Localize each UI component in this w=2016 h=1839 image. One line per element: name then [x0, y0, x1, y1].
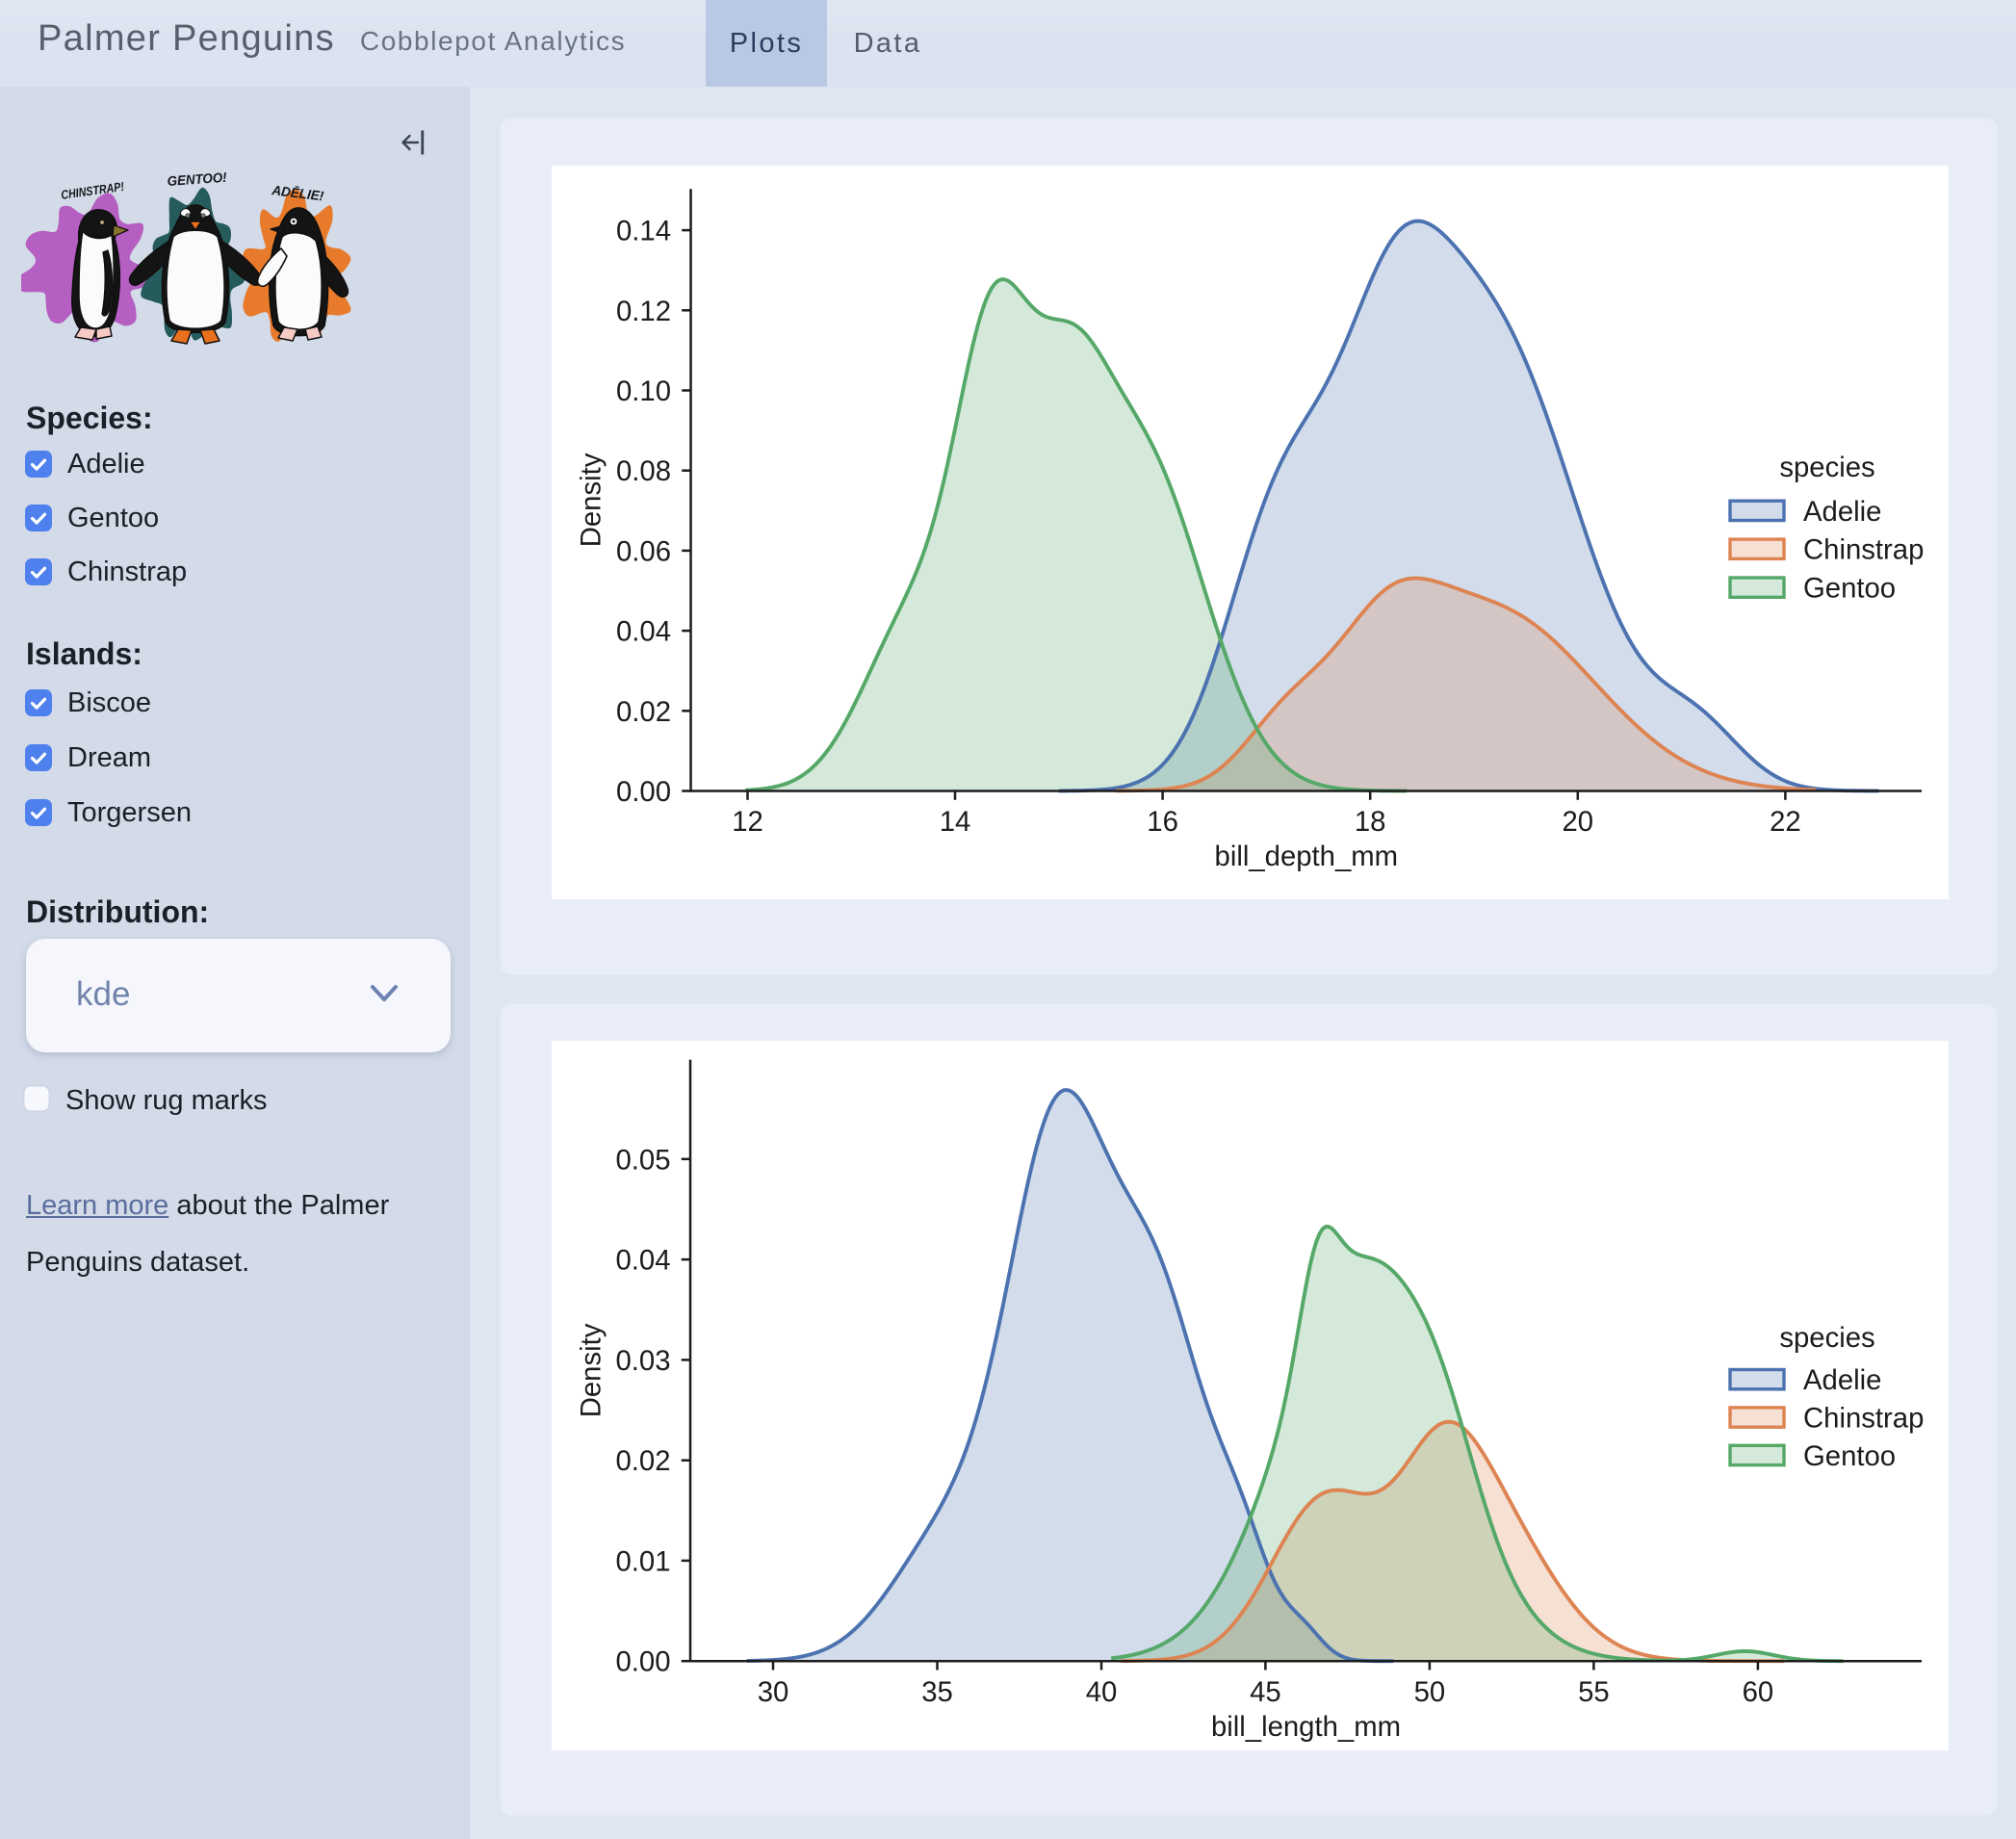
svg-text:12: 12 [732, 806, 763, 838]
svg-text:0.06: 0.06 [616, 535, 671, 567]
svg-text:0.02: 0.02 [616, 696, 671, 728]
svg-text:55: 55 [1578, 1676, 1610, 1708]
svg-text:16: 16 [1147, 806, 1178, 838]
svg-text:CHINSTRAP!: CHINSTRAP! [60, 179, 125, 202]
svg-text:Chinstrap: Chinstrap [1803, 1403, 1924, 1435]
svg-text:Density: Density [576, 1323, 607, 1417]
svg-text:Adelie: Adelie [1803, 496, 1881, 528]
svg-text:ADĒLIE!: ADĒLIE! [271, 182, 325, 204]
svg-text:GENTOO!: GENTOO! [167, 169, 227, 189]
svg-text:Gentoo: Gentoo [1803, 573, 1896, 605]
svg-text:0.02: 0.02 [615, 1445, 670, 1477]
svg-text:0.01: 0.01 [615, 1545, 670, 1577]
svg-text:0.03: 0.03 [615, 1345, 670, 1377]
svg-text:bill_depth_mm: bill_depth_mm [1215, 841, 1399, 872]
svg-text:60: 60 [1743, 1676, 1774, 1708]
svg-text:Adelie: Adelie [1803, 1364, 1881, 1396]
svg-text:45: 45 [1250, 1676, 1281, 1708]
svg-text:Chinstrap: Chinstrap [1803, 534, 1924, 566]
svg-text:0.04: 0.04 [616, 616, 671, 648]
svg-text:50: 50 [1414, 1676, 1446, 1708]
svg-text:0.00: 0.00 [616, 776, 671, 808]
svg-text:species: species [1779, 452, 1874, 483]
svg-text:14: 14 [940, 806, 971, 838]
svg-text:0.00: 0.00 [615, 1646, 670, 1678]
svg-text:22: 22 [1770, 806, 1801, 838]
svg-text:35: 35 [921, 1676, 953, 1708]
svg-text:0.04: 0.04 [615, 1245, 670, 1277]
svg-text:40: 40 [1086, 1676, 1118, 1708]
svg-text:bill_length_mm: bill_length_mm [1211, 1711, 1401, 1743]
svg-text:0.10: 0.10 [616, 376, 671, 407]
svg-text:species: species [1779, 1322, 1874, 1354]
svg-text:20: 20 [1563, 806, 1594, 838]
svg-text:Density: Density [576, 453, 607, 547]
svg-text:0.12: 0.12 [616, 296, 671, 327]
svg-text:0.05: 0.05 [615, 1144, 670, 1176]
svg-text:30: 30 [758, 1676, 789, 1708]
svg-text:0.08: 0.08 [616, 455, 671, 487]
svg-text:0.14: 0.14 [616, 216, 671, 247]
svg-text:Gentoo: Gentoo [1803, 1440, 1896, 1472]
svg-text:18: 18 [1355, 806, 1386, 838]
